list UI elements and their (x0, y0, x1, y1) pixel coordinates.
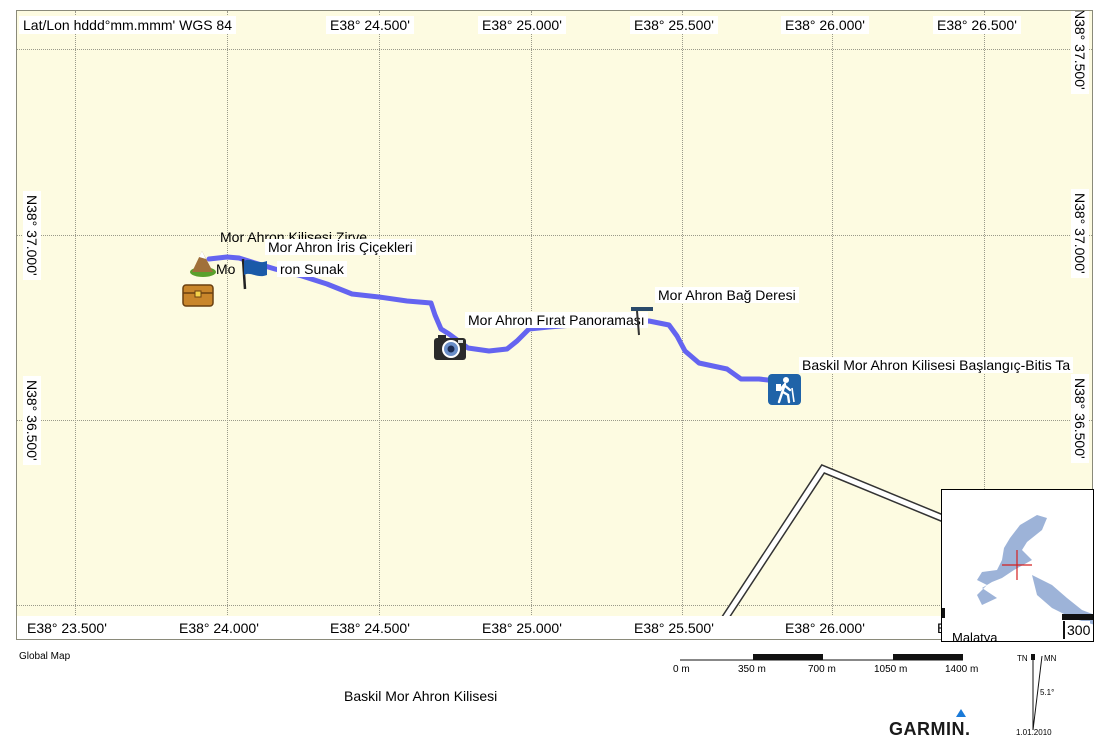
scale-bar (680, 654, 963, 661)
top-lon-label: E38° 26.000' (781, 16, 869, 34)
bottom-lon-label: E38° 26.000' (781, 619, 869, 637)
grid-line (17, 605, 1092, 606)
grid-line (17, 49, 1092, 50)
left-lat-label: N38° 37.000' (23, 191, 41, 280)
summit-icon[interactable] (189, 247, 217, 277)
top-lon-label: E38° 25.000' (478, 16, 566, 34)
bottom-lon-label: E38° 23.500' (23, 619, 111, 637)
overview-inset-map[interactable]: Malatya 300 (941, 489, 1094, 642)
garmin-triangle-icon (956, 709, 966, 717)
waypoint-label-iris[interactable]: Mor Ahron İris Çiçekleri (265, 239, 416, 255)
north-tn-label: TN (1017, 654, 1028, 663)
declination-label: 5.1° (1040, 688, 1055, 697)
waypoint-label-sunak[interactable]: ron Sunak (277, 261, 347, 277)
grid-line (75, 11, 76, 639)
bottom-lon-label: E38° 24.500' (326, 619, 414, 637)
date-label: 1.01.2010 (1016, 728, 1052, 737)
bottom-lon-label: E38° 25.000' (478, 619, 566, 637)
bottom-lon-label: E38° 25.500' (630, 619, 718, 637)
left-lat-label: N38° 36.500' (23, 376, 41, 465)
grid-line (832, 11, 833, 639)
gps-track (206, 254, 780, 384)
inset-place-label: Malatya (952, 630, 998, 642)
waypoint-label-baslangic[interactable]: Baskil Mor Ahron Kilisesi Başlangıç-Biti… (799, 357, 1074, 373)
road (706, 464, 949, 639)
grid-line (17, 420, 1092, 421)
grid-line (984, 11, 985, 639)
scale-label: 700 m (808, 664, 836, 675)
scale-label: 0 m (673, 664, 690, 675)
right-lat-label: N38° 37.500' (1071, 11, 1089, 94)
inset-scale-text: 300 (1063, 621, 1091, 639)
right-lat-label: N38° 37.000' (1071, 189, 1089, 278)
treasure-chest-icon[interactable] (182, 283, 214, 307)
top-lon-label: E38° 25.500' (630, 16, 718, 34)
grid-line (682, 11, 683, 639)
north-mn-label: MN (1044, 654, 1057, 663)
grid-line (379, 11, 380, 639)
top-lon-label: E38° 24.500' (326, 16, 414, 34)
right-lat-label: N38° 36.500' (1071, 374, 1089, 463)
garmin-logo: GARMIN. (889, 719, 971, 739)
scale-label: 1400 m (945, 664, 979, 675)
waypoint-label-sunak-prefix[interactable]: Mo (216, 261, 236, 277)
bottom-lon-label: E38° 24.000' (175, 619, 263, 637)
north-arrow-icon (1031, 654, 1043, 731)
scale-label: 1050 m (874, 664, 908, 675)
grid-line (227, 11, 228, 639)
top-lon-label: E38° 26.500' (933, 16, 1021, 34)
overview-lake-svg (942, 515, 1093, 625)
camera-icon[interactable] (433, 333, 467, 361)
global-map-label: Global Map (19, 651, 71, 662)
waypoint-label-bag[interactable]: Mor Ahron Bağ Deresi (655, 287, 799, 303)
flag-icon[interactable] (239, 257, 269, 291)
waypoint-label-firat[interactable]: Mor Ahron Fırat Panoraması (465, 312, 648, 328)
hiker-icon[interactable] (768, 374, 802, 406)
waypoint-marker-icon[interactable] (631, 307, 655, 337)
grid-line (17, 235, 1092, 236)
scale-label: 350 m (738, 664, 766, 675)
coord-format-label: Lat/Lon hddd°mm.mmm' WGS 84 (19, 16, 237, 34)
map-title: Baskil Mor Ahron Kilisesi (344, 688, 498, 704)
map-canvas[interactable]: Lat/Lon hddd°mm.mmm' WGS 84 E38° 24.500'… (16, 10, 1093, 640)
